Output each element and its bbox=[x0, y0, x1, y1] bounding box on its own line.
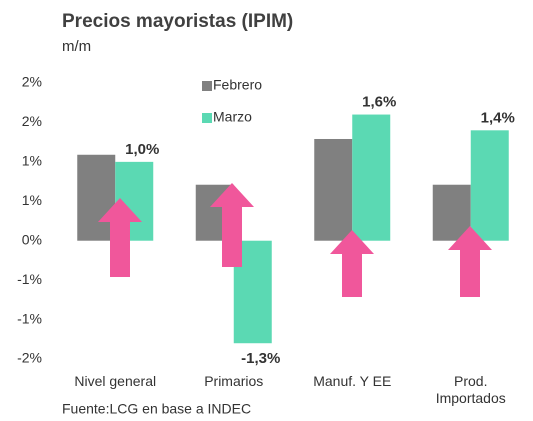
y-tick-label: -2% bbox=[17, 350, 42, 366]
bars bbox=[77, 114, 509, 344]
bar bbox=[77, 154, 116, 241]
x-tick-label: Primarios bbox=[204, 373, 264, 389]
legend-swatch bbox=[202, 81, 212, 91]
y-tick-label: 2% bbox=[22, 74, 42, 90]
bar bbox=[314, 138, 353, 241]
arrow bbox=[98, 198, 142, 277]
legend-swatch bbox=[202, 113, 212, 123]
x-tick-label: Prod. Importados bbox=[435, 373, 506, 406]
arrow bbox=[210, 183, 254, 267]
bar bbox=[470, 130, 509, 241]
legend-label: Febrero bbox=[213, 77, 262, 93]
chart-subtitle: m/m bbox=[62, 38, 91, 55]
source: Fuente:LCG en base a INDEC bbox=[62, 401, 251, 417]
bar bbox=[352, 114, 391, 241]
y-tick-label: -1% bbox=[17, 271, 42, 287]
bar bbox=[432, 184, 471, 241]
arrow bbox=[448, 226, 492, 297]
data-label: 1,0% bbox=[125, 141, 159, 158]
y-tick-label: 0% bbox=[22, 231, 42, 247]
y-tick-label: 1% bbox=[22, 192, 42, 208]
chart-title: Precios mayoristas (IPIM) bbox=[62, 11, 293, 32]
data-label: 1,4% bbox=[481, 109, 515, 126]
legend-label: Marzo bbox=[213, 109, 252, 125]
y-tick-label: 1% bbox=[22, 153, 42, 169]
data-label: 1,6% bbox=[362, 94, 396, 111]
arrows bbox=[98, 183, 492, 297]
y-tick-label: -1% bbox=[17, 310, 42, 326]
x-tick-label: Manuf. Y EE bbox=[313, 373, 392, 389]
arrow bbox=[330, 230, 374, 297]
y-tick-label: 2% bbox=[22, 113, 42, 129]
x-tick-label: Nivel general bbox=[74, 373, 157, 389]
data-label: -1,3% bbox=[241, 350, 280, 367]
